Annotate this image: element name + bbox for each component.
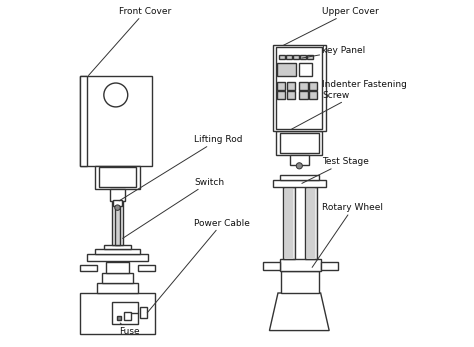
Circle shape — [115, 205, 120, 210]
Bar — [80, 265, 97, 271]
Bar — [287, 82, 295, 90]
Text: Power Cable: Power Cable — [147, 219, 250, 313]
Bar — [309, 82, 317, 90]
Text: Fuse: Fuse — [119, 323, 140, 336]
Bar — [280, 133, 319, 153]
Bar — [115, 166, 120, 245]
Bar — [95, 248, 140, 254]
Bar — [117, 316, 121, 320]
Text: key Panel: key Panel — [302, 46, 365, 58]
Text: Front Cover: Front Cover — [89, 7, 172, 76]
Text: Rotary Wheel: Rotary Wheel — [312, 203, 383, 268]
Bar — [307, 187, 315, 259]
Bar — [140, 307, 147, 318]
Bar — [305, 187, 317, 259]
Bar — [287, 91, 295, 99]
Bar — [80, 293, 155, 334]
Bar — [276, 131, 322, 155]
Bar — [277, 82, 285, 90]
Bar — [283, 187, 295, 259]
Polygon shape — [269, 293, 329, 331]
Bar — [138, 265, 155, 271]
Bar — [293, 55, 299, 59]
Bar — [109, 189, 125, 201]
Bar — [273, 180, 326, 187]
Bar — [286, 55, 292, 59]
Bar — [300, 91, 308, 99]
Bar — [300, 63, 312, 76]
Circle shape — [104, 83, 128, 107]
Bar — [277, 63, 296, 76]
Bar — [290, 155, 309, 165]
Bar — [279, 55, 285, 59]
Bar — [112, 302, 138, 324]
Bar — [273, 45, 326, 131]
Bar — [307, 55, 313, 59]
Bar — [285, 187, 293, 259]
Bar — [276, 47, 322, 129]
Bar — [124, 312, 131, 320]
Bar — [80, 76, 87, 166]
Bar — [99, 167, 136, 187]
Text: Switch: Switch — [123, 178, 225, 238]
Circle shape — [296, 163, 302, 169]
Bar — [95, 166, 140, 189]
Bar — [300, 55, 306, 59]
Text: Upper Cover: Upper Cover — [283, 7, 379, 45]
Bar — [277, 91, 285, 99]
Bar — [300, 82, 308, 90]
Bar — [113, 200, 122, 206]
Bar — [309, 91, 317, 99]
Bar — [112, 166, 123, 245]
Bar — [102, 272, 133, 283]
Text: Lifting Rod: Lifting Rod — [119, 135, 243, 201]
Bar — [87, 254, 148, 261]
Bar — [280, 259, 320, 271]
Bar — [104, 245, 131, 248]
Bar — [320, 262, 338, 270]
Bar — [282, 271, 319, 293]
Bar — [263, 262, 280, 270]
Bar — [106, 262, 129, 272]
Text: Indenter Fastening
Screw: Indenter Fastening Screw — [292, 80, 407, 129]
Text: Test Stage: Test Stage — [302, 157, 369, 184]
Bar — [280, 175, 319, 180]
Bar — [97, 283, 138, 293]
Bar — [80, 76, 152, 166]
